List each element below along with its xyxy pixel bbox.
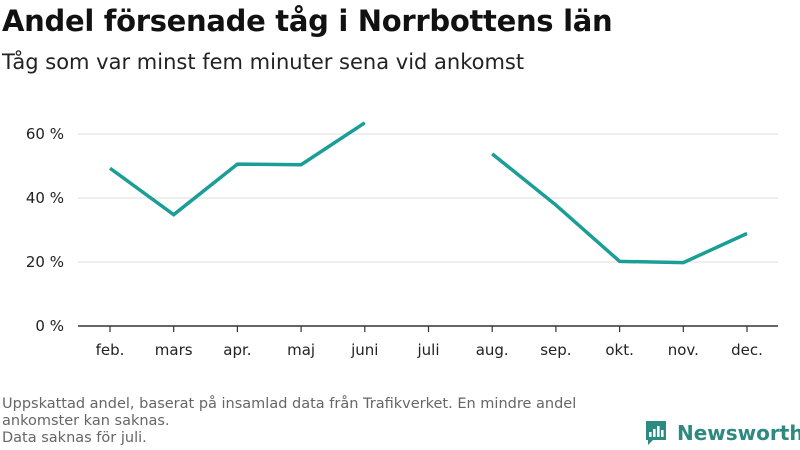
- chart-subtitle: Tåg som var minst fem minuter sena vid a…: [2, 50, 525, 74]
- x-tick-label: juni: [350, 341, 378, 359]
- footnote-line-1: Uppskattad andel, baserat på insamlad da…: [2, 396, 577, 412]
- x-tick-label: sep.: [540, 341, 571, 359]
- brand-name: Newsworthy: [677, 421, 800, 445]
- x-axis-ticks: feb. mars apr. maj juni juli aug. sep. okt. nov. d…: [96, 326, 763, 359]
- grid-lines: [78, 133, 778, 263]
- line-chart: 0 % 20 % 40 % 60 % feb. mars apr. maj juni juli a…: [26, 121, 778, 359]
- series-line: [108, 121, 748, 265]
- brand-logo[interactable]: Newsworthy: [644, 419, 800, 447]
- y-tick-label: 40 %: [26, 189, 64, 207]
- footnote-line-3: Data saknas för juli.: [2, 430, 147, 446]
- x-tick-label: okt.: [605, 341, 634, 359]
- series-segment: [491, 152, 748, 265]
- y-axis-ticks: 0 % 20 % 40 % 60 %: [26, 125, 64, 335]
- x-tick-label: apr.: [223, 341, 251, 359]
- footnote: Uppskattad andel, baserat på insamlad da…: [2, 396, 652, 447]
- chart-title: Andel försenade tåg i Norrbottens län: [2, 4, 613, 38]
- x-tick-label: dec.: [731, 341, 763, 359]
- series-segment: [108, 121, 366, 217]
- y-tick-label: 60 %: [26, 125, 64, 143]
- x-tick-label: nov.: [668, 341, 699, 359]
- x-tick-label: feb.: [96, 341, 125, 359]
- newsworthy-logo-icon: [646, 421, 666, 445]
- x-tick-label: aug.: [476, 341, 509, 359]
- y-tick-label: 20 %: [26, 253, 64, 271]
- x-tick-label: maj: [287, 341, 315, 359]
- x-tick-label: mars: [155, 341, 193, 359]
- footnote-line-2: ankomster kan saknas.: [2, 413, 170, 429]
- y-tick-label: 0 %: [35, 317, 64, 335]
- x-tick-label: juli: [416, 341, 439, 359]
